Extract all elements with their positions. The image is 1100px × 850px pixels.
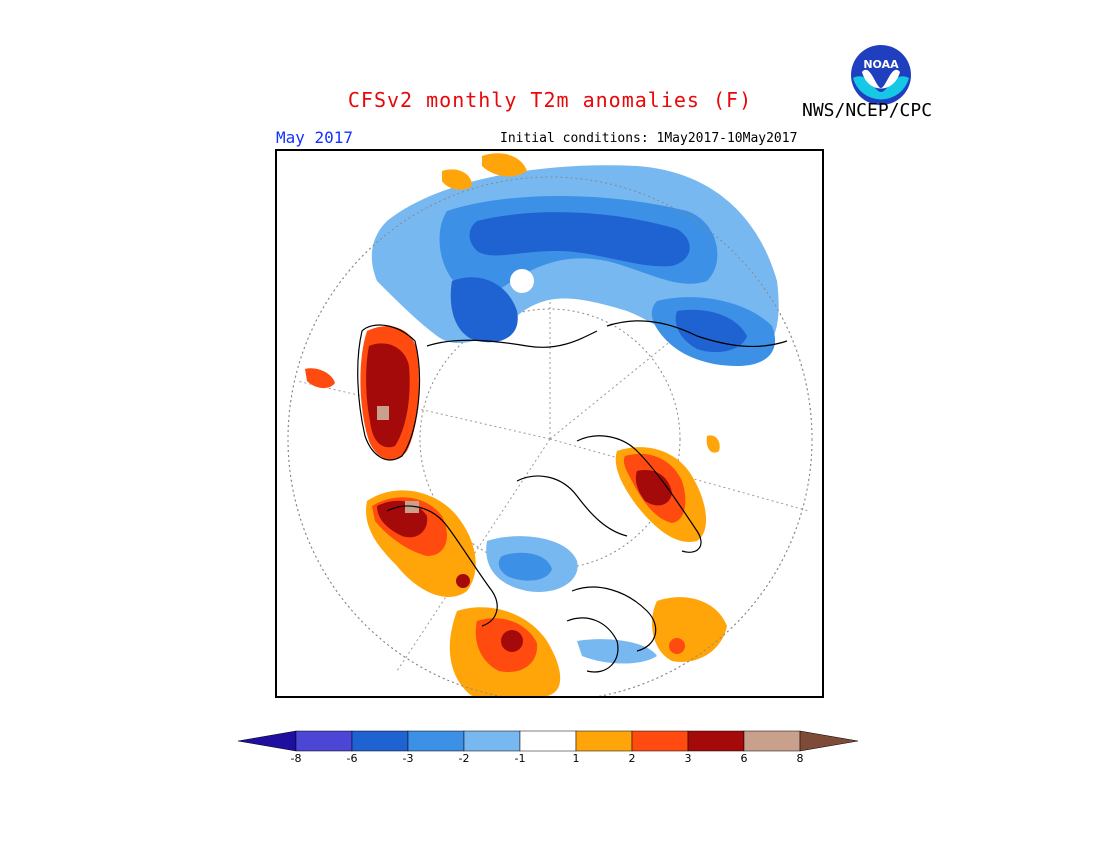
warm-region-top <box>482 153 527 177</box>
forecast-month: May 2017 <box>276 128 354 147</box>
color-bar-bin <box>237 730 297 752</box>
noaa-logo-text: NOAA <box>863 58 899 71</box>
warm-region-alaska-peak <box>405 501 419 513</box>
neutral-spot <box>510 269 534 293</box>
warm-spot-yukon <box>456 574 470 588</box>
noaa-logo: NOAA <box>850 44 912 106</box>
color-bar-tick-label: -2 <box>458 752 470 765</box>
cold-anomalies <box>371 165 779 664</box>
color-bar-tick-label: 1 <box>572 752 580 765</box>
warm-spot-east <box>706 435 720 453</box>
color-bar-bin <box>519 730 577 752</box>
color-bar-bin <box>687 730 745 752</box>
color-bar-tick-label: 2 <box>628 752 636 765</box>
color-bar-bin <box>351 730 409 752</box>
color-bar <box>237 730 862 756</box>
color-bar-tick-label: 8 <box>796 752 804 765</box>
warm-anomalies <box>305 153 727 696</box>
warm-region-greenland-strong <box>366 343 410 448</box>
color-bar-bin <box>743 730 801 752</box>
map-frame <box>275 149 824 698</box>
warm-spot-western-us <box>501 630 523 652</box>
cold-region-far-east-strong <box>675 309 747 353</box>
cold-region-canada-medium <box>498 552 552 581</box>
color-bar-bin <box>575 730 633 752</box>
cold-region-us-east <box>577 639 657 664</box>
color-bar-tick-label: -1 <box>514 752 526 765</box>
latitude-circle <box>419 308 681 570</box>
color-bar-tick-label: -6 <box>346 752 358 765</box>
chart-title: CFSv2 monthly T2m anomalies (F) <box>347 88 753 112</box>
cold-region-strong-2 <box>450 277 518 343</box>
color-bar-bin <box>463 730 521 752</box>
warm-region-greenland-peak <box>377 406 389 420</box>
warm-spot-europe <box>669 638 685 654</box>
coastlines <box>357 320 788 673</box>
agency-credit: NWS/NCEP/CPC <box>802 100 933 121</box>
warm-region-top-left <box>442 169 472 190</box>
warm-region-siberia-strong <box>635 470 672 506</box>
cold-region-strong <box>469 212 690 267</box>
color-bar-tick-label: 6 <box>740 752 748 765</box>
polar-map <box>287 153 813 696</box>
initial-conditions: Initial conditions: 1May2017-10May2017 <box>500 131 798 146</box>
color-bar-bin <box>631 730 689 752</box>
warm-region-svalbard <box>305 368 335 389</box>
color-bar-bin <box>407 730 465 752</box>
color-bar-bin <box>295 730 353 752</box>
color-bar-tick-label: -8 <box>290 752 302 765</box>
color-bar-bin <box>799 730 859 752</box>
color-bar-tick-label: 3 <box>684 752 692 765</box>
color-bar-svg <box>237 730 859 752</box>
color-bar-tick-label: -3 <box>402 752 414 765</box>
